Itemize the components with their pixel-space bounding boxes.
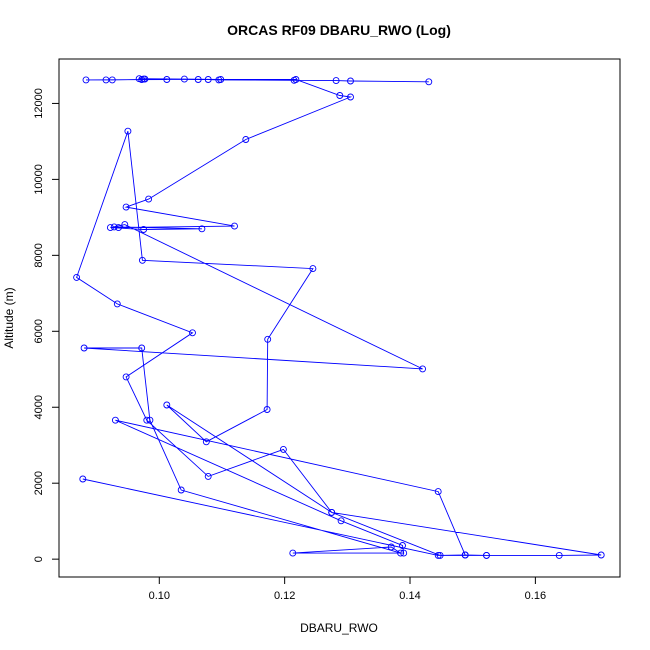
data-point bbox=[140, 226, 148, 233]
points-layer bbox=[73, 75, 605, 559]
data-point bbox=[461, 551, 469, 559]
data-point bbox=[387, 543, 395, 551]
data-point bbox=[79, 475, 87, 483]
data-point bbox=[309, 265, 317, 273]
x-axis-label: DBARU_RWO bbox=[300, 621, 378, 635]
data-point bbox=[138, 256, 146, 264]
data-point bbox=[434, 488, 442, 496]
data-point bbox=[204, 76, 212, 83]
data-point bbox=[80, 344, 88, 352]
data-point bbox=[82, 76, 90, 84]
data-point bbox=[425, 78, 433, 86]
x-tick-label: 0.10 bbox=[149, 590, 170, 602]
data-point bbox=[264, 335, 272, 343]
data-point bbox=[419, 365, 427, 373]
data-point bbox=[242, 136, 250, 143]
y-axis: 0 2000 4000 6000 8000 10000 12000 bbox=[33, 88, 59, 562]
y-axis-label: Altitude (m) bbox=[2, 287, 16, 348]
data-point bbox=[163, 76, 171, 83]
y-tick-label: 12000 bbox=[33, 88, 45, 119]
data-point bbox=[146, 416, 154, 424]
data-point bbox=[163, 401, 171, 409]
data-point bbox=[138, 344, 146, 352]
data-point bbox=[347, 93, 354, 101]
data-point bbox=[279, 445, 287, 453]
data-point bbox=[217, 76, 225, 83]
data-point bbox=[555, 551, 563, 559]
data-point bbox=[347, 77, 354, 85]
y-tick-label: 4000 bbox=[33, 395, 45, 419]
data-point bbox=[202, 438, 210, 446]
data-point bbox=[328, 508, 336, 516]
data-point bbox=[122, 203, 130, 211]
data-point bbox=[110, 223, 118, 231]
y-tick-label: 2000 bbox=[33, 471, 45, 495]
chart-title: ORCAS RF09 DBARU_RWO (Log) bbox=[227, 22, 451, 38]
series-line bbox=[76, 78, 602, 556]
data-point bbox=[113, 300, 121, 308]
data-point bbox=[122, 373, 130, 381]
plot-frame bbox=[58, 58, 621, 578]
x-tick-label: 0.12 bbox=[274, 590, 295, 602]
x-axis: 0.10 0.12 0.14 0.16 bbox=[149, 577, 546, 602]
data-point bbox=[106, 224, 114, 232]
data-point bbox=[397, 549, 405, 557]
data-point bbox=[434, 551, 442, 559]
data-point bbox=[231, 222, 238, 230]
data-point bbox=[189, 329, 196, 337]
data-point bbox=[336, 92, 344, 99]
data-point bbox=[292, 76, 300, 83]
data-point bbox=[121, 221, 129, 229]
series-layer bbox=[76, 78, 602, 556]
data-point bbox=[400, 549, 408, 557]
data-point bbox=[194, 76, 202, 83]
data-point bbox=[115, 224, 122, 232]
data-point bbox=[198, 225, 206, 233]
data-point bbox=[436, 551, 444, 559]
x-tick-label: 0.14 bbox=[399, 590, 420, 602]
data-point bbox=[332, 77, 340, 85]
data-point bbox=[143, 416, 151, 424]
data-point bbox=[180, 75, 188, 83]
y-tick-label: 0 bbox=[33, 556, 45, 562]
x-tick-label: 0.16 bbox=[525, 590, 546, 602]
data-point bbox=[145, 195, 153, 203]
data-point bbox=[177, 486, 185, 494]
data-point bbox=[337, 517, 345, 525]
y-tick-label: 6000 bbox=[33, 319, 45, 343]
data-point bbox=[399, 542, 406, 549]
data-point bbox=[111, 416, 119, 424]
data-point bbox=[289, 549, 297, 557]
data-point bbox=[597, 551, 605, 559]
data-point bbox=[204, 472, 212, 480]
data-point bbox=[124, 127, 132, 135]
data-point bbox=[73, 273, 81, 281]
data-point bbox=[263, 406, 271, 413]
y-tick-label: 8000 bbox=[33, 243, 45, 267]
data-point bbox=[483, 551, 490, 559]
data-point bbox=[102, 76, 110, 84]
data-point bbox=[135, 75, 143, 83]
y-tick-label: 10000 bbox=[33, 164, 45, 195]
data-point bbox=[140, 75, 148, 83]
